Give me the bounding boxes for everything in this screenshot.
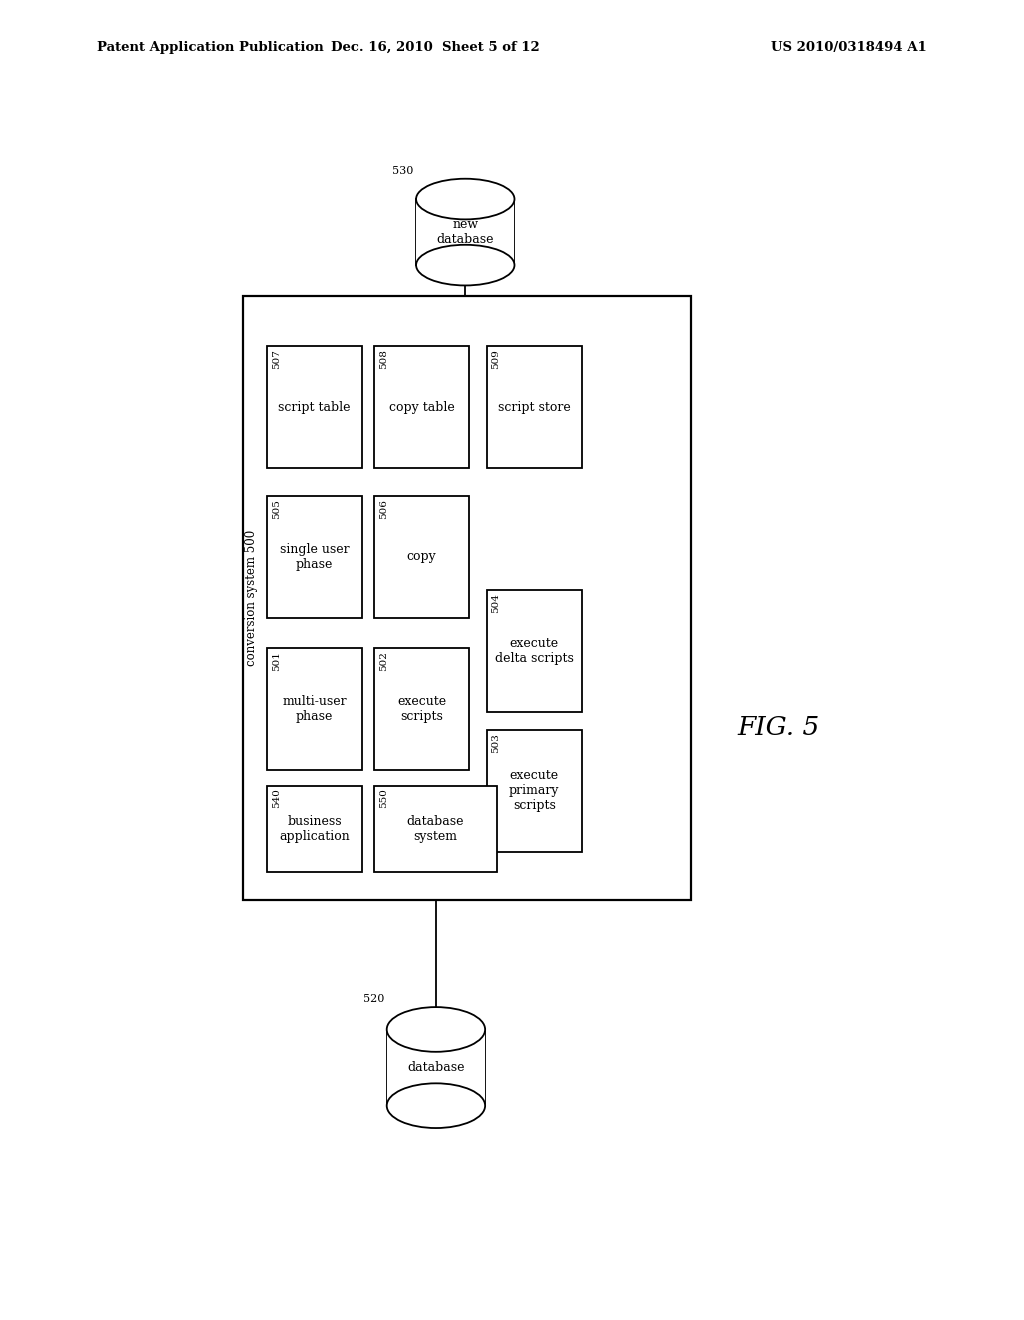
Text: 504: 504 (492, 594, 501, 614)
Text: script table: script table (279, 401, 351, 414)
Text: US 2010/0318494 A1: US 2010/0318494 A1 (771, 41, 927, 54)
FancyBboxPatch shape (374, 346, 469, 469)
Ellipse shape (416, 178, 514, 219)
Text: execute
scripts: execute scripts (397, 696, 446, 723)
Text: 502: 502 (379, 651, 388, 672)
Text: 530: 530 (392, 166, 414, 176)
Text: 501: 501 (271, 651, 281, 672)
FancyBboxPatch shape (486, 346, 582, 469)
Text: execute
primary
scripts: execute primary scripts (509, 770, 559, 812)
Text: conversion system 500: conversion system 500 (245, 529, 257, 667)
FancyBboxPatch shape (267, 648, 362, 771)
Text: database: database (408, 1061, 465, 1074)
FancyBboxPatch shape (267, 785, 362, 873)
FancyBboxPatch shape (416, 199, 514, 265)
Text: 506: 506 (379, 499, 388, 519)
Text: FIG. 5: FIG. 5 (737, 715, 820, 741)
Text: 550: 550 (379, 788, 388, 808)
Text: 508: 508 (379, 350, 388, 370)
Text: execute
delta scripts: execute delta scripts (495, 638, 573, 665)
Ellipse shape (416, 244, 514, 285)
FancyBboxPatch shape (486, 590, 582, 713)
Text: script store: script store (498, 401, 570, 414)
Text: single user
phase: single user phase (280, 543, 349, 570)
Text: Patent Application Publication: Patent Application Publication (97, 41, 324, 54)
Text: 503: 503 (492, 733, 501, 752)
FancyBboxPatch shape (374, 648, 469, 771)
Text: Dec. 16, 2010  Sheet 5 of 12: Dec. 16, 2010 Sheet 5 of 12 (331, 41, 540, 54)
FancyBboxPatch shape (243, 296, 691, 900)
Text: 507: 507 (271, 350, 281, 370)
Text: 509: 509 (492, 350, 501, 370)
FancyBboxPatch shape (486, 730, 582, 851)
Text: 505: 505 (271, 499, 281, 519)
Text: 540: 540 (271, 788, 281, 808)
Text: business
application: business application (280, 814, 350, 842)
FancyBboxPatch shape (267, 346, 362, 469)
Text: new
database: new database (436, 218, 494, 246)
Text: 520: 520 (362, 994, 384, 1005)
Text: copy table: copy table (389, 401, 455, 414)
FancyBboxPatch shape (267, 496, 362, 618)
Ellipse shape (387, 1084, 485, 1129)
FancyBboxPatch shape (374, 496, 469, 618)
Ellipse shape (387, 1007, 485, 1052)
FancyBboxPatch shape (374, 785, 497, 873)
Text: multi-user
phase: multi-user phase (283, 696, 347, 723)
Text: copy: copy (407, 550, 436, 564)
FancyBboxPatch shape (387, 1030, 485, 1106)
Text: database
system: database system (407, 814, 464, 842)
